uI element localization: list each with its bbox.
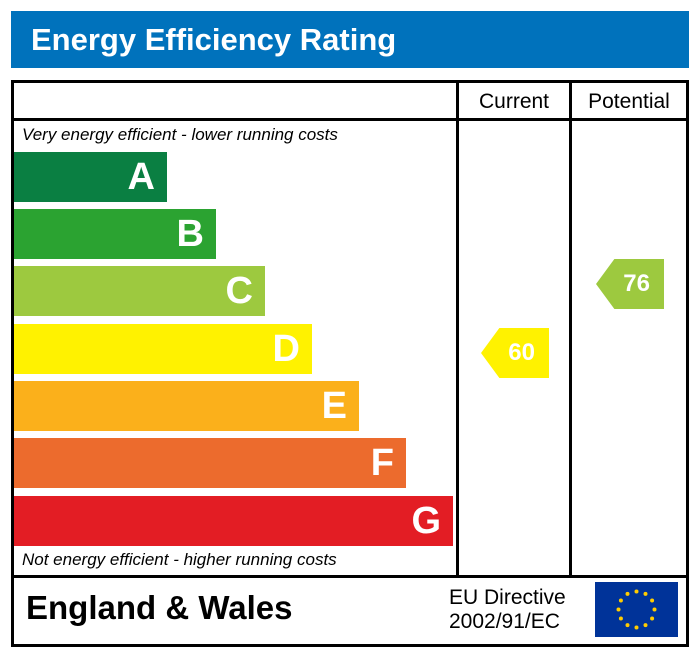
band-label: E xyxy=(321,385,347,427)
star-icon xyxy=(634,625,639,630)
star-icon xyxy=(618,598,623,603)
star-icon xyxy=(616,607,621,612)
directive-line2: 2002/91/EC xyxy=(449,610,560,633)
band-bar-g: G xyxy=(14,496,453,546)
column-header-potential: Potential xyxy=(588,90,670,113)
current-rating-value: 60 xyxy=(508,339,535,366)
bottom-note: Not energy efficient - higher running co… xyxy=(22,550,337,569)
star-icon xyxy=(643,623,648,628)
divider xyxy=(456,80,459,577)
star-icon xyxy=(634,589,639,594)
directive-line1: EU Directive xyxy=(449,586,566,609)
divider xyxy=(11,118,689,121)
star-icon xyxy=(618,616,623,621)
divider xyxy=(11,575,689,578)
band-label: B xyxy=(176,213,204,255)
rating-table xyxy=(11,80,689,647)
star-icon xyxy=(643,591,648,596)
band-bar-a: A xyxy=(14,152,167,202)
band-bar-d: D xyxy=(14,324,312,374)
band-label: A xyxy=(127,156,155,198)
page-title: Energy Efficiency Rating xyxy=(11,11,689,68)
band-bar-e: E xyxy=(14,381,359,431)
band-bar-f: F xyxy=(14,438,406,488)
star-icon xyxy=(625,623,630,628)
star-icon xyxy=(652,607,657,612)
band-bar-c: C xyxy=(14,266,265,316)
region-label: England & Wales xyxy=(26,589,293,626)
top-note: Very energy efficient - lower running co… xyxy=(22,125,338,144)
band-label: G xyxy=(411,500,441,542)
band-label: F xyxy=(370,442,394,484)
band-label: C xyxy=(225,270,253,312)
star-icon xyxy=(625,591,630,596)
divider xyxy=(569,80,572,577)
column-header-current: Current xyxy=(478,90,550,113)
star-icon xyxy=(650,616,655,621)
star-icon xyxy=(650,598,655,603)
eu-flag-icon xyxy=(595,582,678,637)
band-label: D xyxy=(272,328,300,370)
band-bar-b: B xyxy=(14,209,216,259)
potential-rating-value: 76 xyxy=(623,270,650,297)
